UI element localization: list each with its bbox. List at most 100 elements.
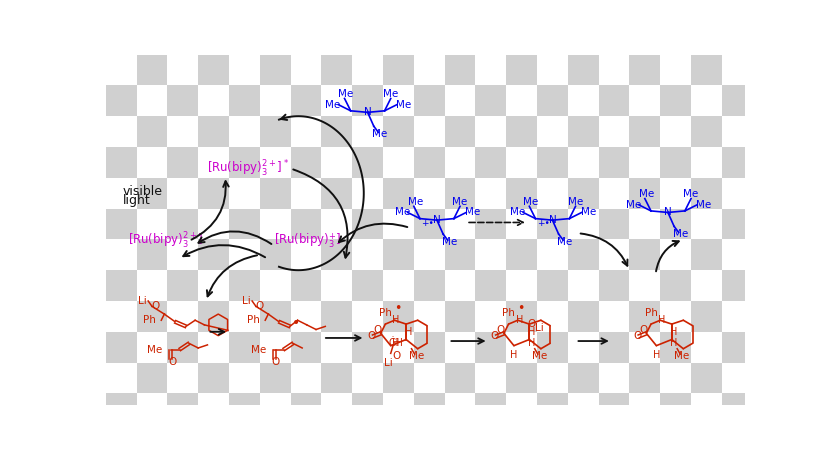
Text: ĠH: ĠH	[388, 339, 403, 349]
Bar	[476, 178, 506, 208]
Bar	[290, 239, 321, 270]
Bar	[445, 55, 476, 86]
Bar	[383, 86, 414, 116]
Bar	[476, 55, 506, 86]
Text: Li: Li	[384, 358, 393, 368]
Bar	[321, 363, 352, 394]
Bar	[352, 55, 383, 86]
Bar	[321, 178, 352, 208]
Bar	[106, 178, 137, 208]
Bar	[568, 332, 598, 363]
Text: H: H	[528, 339, 535, 349]
Bar	[598, 178, 629, 208]
Bar	[229, 55, 260, 86]
Text: O: O	[639, 325, 647, 335]
Bar	[229, 239, 260, 270]
Bar	[691, 178, 722, 208]
Bar	[598, 239, 629, 270]
Bar	[106, 147, 137, 178]
Bar	[476, 116, 506, 147]
Bar	[598, 86, 629, 116]
Bar	[568, 116, 598, 147]
Text: +•: +•	[537, 219, 549, 228]
Text: Me: Me	[325, 100, 340, 110]
Text: Me: Me	[408, 197, 423, 207]
Bar	[506, 270, 537, 301]
Bar	[168, 86, 198, 116]
Text: •: •	[292, 316, 300, 329]
Bar	[198, 178, 229, 208]
Bar	[537, 178, 568, 208]
Text: N: N	[549, 215, 556, 225]
Bar	[691, 147, 722, 178]
Bar	[660, 55, 691, 86]
Bar	[691, 116, 722, 147]
Bar	[568, 55, 598, 86]
Bar	[506, 178, 537, 208]
Bar	[476, 363, 506, 394]
Bar	[260, 86, 290, 116]
Text: H: H	[658, 315, 666, 325]
Bar	[137, 178, 168, 208]
Bar	[383, 116, 414, 147]
Text: Me: Me	[383, 89, 398, 99]
Bar	[414, 270, 445, 301]
Bar	[537, 363, 568, 394]
Bar	[106, 332, 137, 363]
Bar	[321, 116, 352, 147]
Bar	[691, 86, 722, 116]
Bar	[198, 301, 229, 332]
Bar	[445, 332, 476, 363]
Bar	[137, 332, 168, 363]
Bar	[476, 301, 506, 332]
Text: O: O	[374, 325, 382, 335]
Bar	[321, 394, 352, 424]
Bar	[168, 178, 198, 208]
Bar	[506, 55, 537, 86]
Bar	[414, 394, 445, 424]
Bar	[168, 116, 198, 147]
Bar	[137, 55, 168, 86]
Bar	[476, 86, 506, 116]
Bar	[722, 332, 753, 363]
Text: H: H	[393, 315, 400, 325]
Bar	[537, 55, 568, 86]
Bar	[137, 363, 168, 394]
Bar	[383, 332, 414, 363]
Bar	[352, 178, 383, 208]
Text: Me: Me	[568, 197, 583, 207]
Bar	[660, 363, 691, 394]
Text: H: H	[671, 327, 678, 337]
Text: N: N	[433, 215, 441, 225]
Bar	[321, 86, 352, 116]
Text: Ḣ: Ḣ	[393, 339, 400, 349]
Text: O: O	[491, 331, 499, 341]
Bar	[352, 332, 383, 363]
Bar	[445, 270, 476, 301]
Bar	[229, 394, 260, 424]
Bar	[568, 239, 598, 270]
Bar	[629, 239, 660, 270]
Bar	[537, 332, 568, 363]
Bar	[691, 239, 722, 270]
Bar	[537, 301, 568, 332]
Text: O: O	[368, 331, 376, 341]
Bar	[383, 178, 414, 208]
Text: H: H	[528, 327, 535, 337]
Bar	[568, 86, 598, 116]
Bar	[290, 394, 321, 424]
Bar	[506, 116, 537, 147]
Bar	[168, 55, 198, 86]
Bar	[352, 147, 383, 178]
Bar	[691, 301, 722, 332]
Bar	[106, 301, 137, 332]
Bar	[383, 208, 414, 239]
Bar	[198, 116, 229, 147]
Bar	[414, 86, 445, 116]
Text: O: O	[633, 331, 642, 341]
Bar	[168, 394, 198, 424]
Text: Me: Me	[339, 89, 354, 99]
Bar	[260, 332, 290, 363]
Bar	[629, 301, 660, 332]
Bar	[598, 363, 629, 394]
